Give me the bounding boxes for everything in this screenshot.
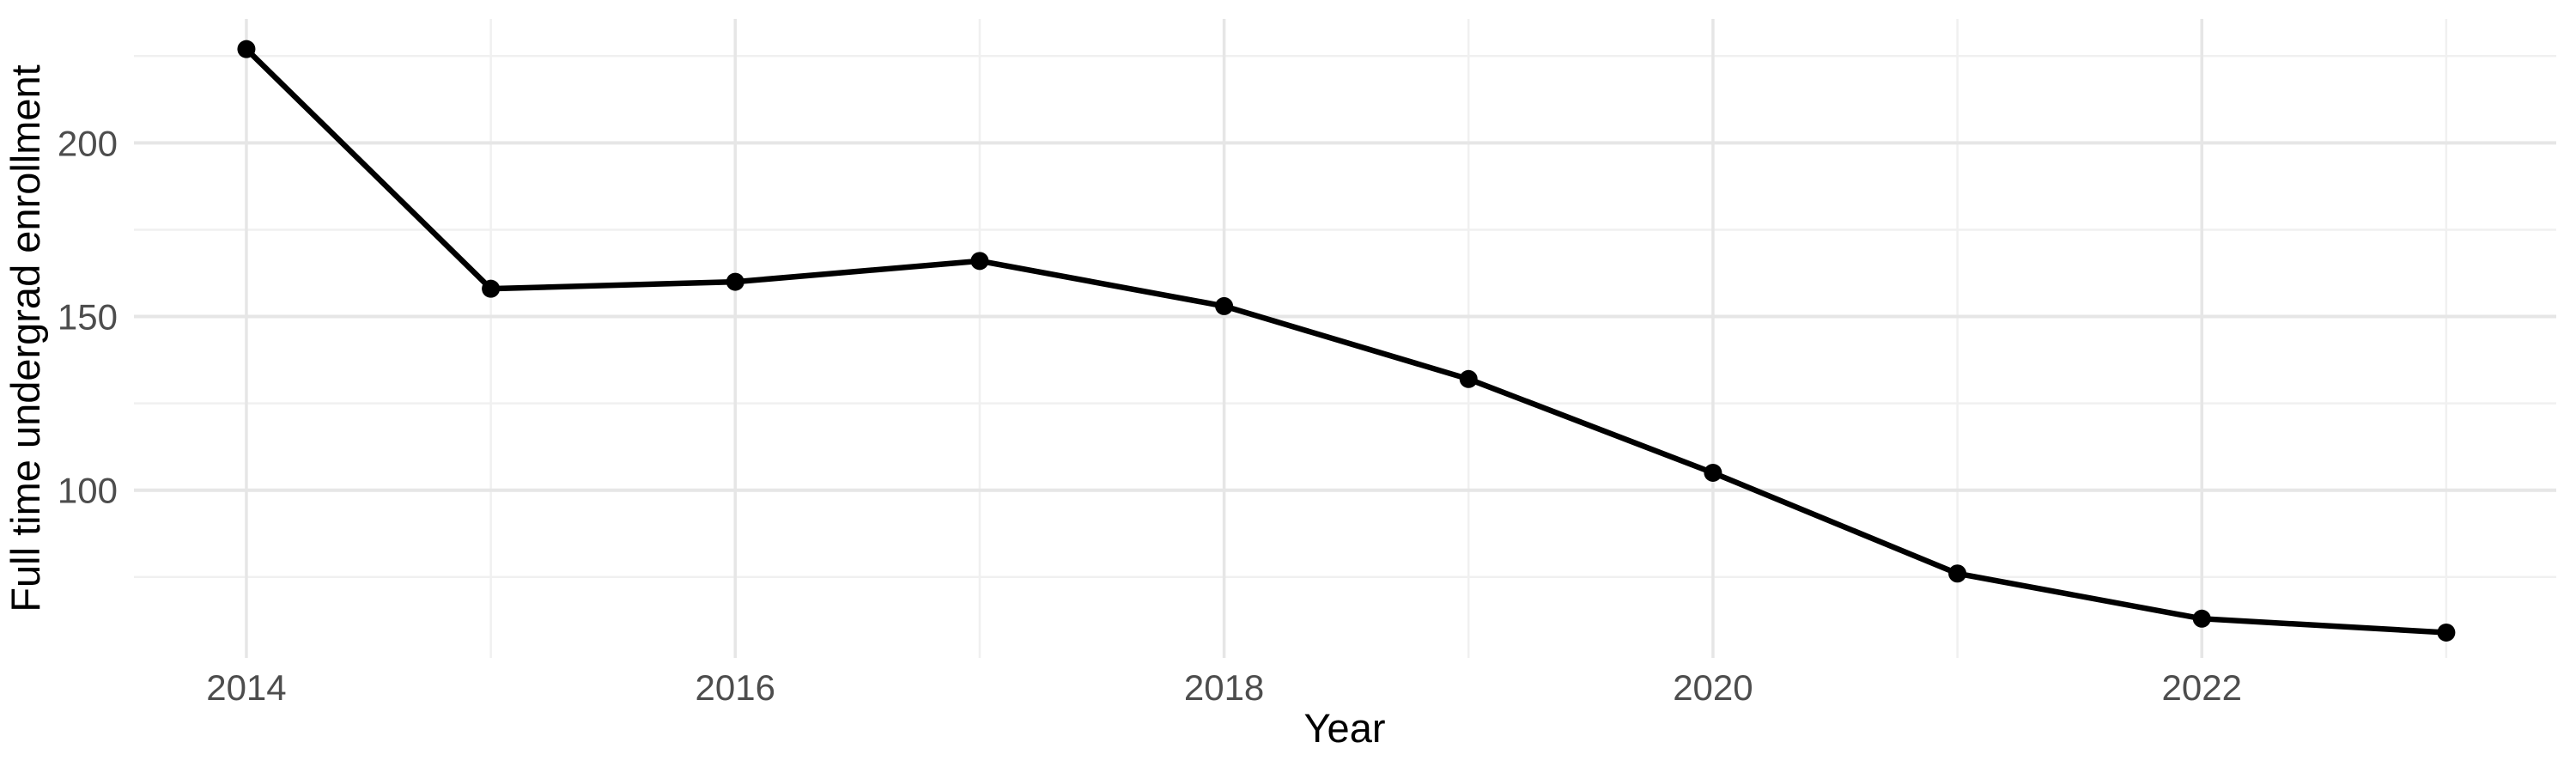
data-point bbox=[1704, 463, 1722, 482]
y-tick-label: 100 bbox=[58, 471, 118, 511]
data-point bbox=[970, 252, 989, 271]
x-axis-tick-labels: 2014 2016 2018 2020 2022 bbox=[206, 667, 2242, 708]
x-tick-label: 2020 bbox=[1673, 667, 1753, 708]
major-gridlines bbox=[134, 19, 2556, 658]
x-tick-label: 2018 bbox=[1184, 667, 1264, 708]
data-point bbox=[2437, 623, 2456, 642]
x-tick-label: 2016 bbox=[696, 667, 775, 708]
series-line bbox=[244, 46, 2447, 636]
data-point bbox=[237, 40, 256, 58]
data-point bbox=[1948, 564, 1967, 583]
y-axis-title: Full time undergrad enrollment bbox=[3, 64, 48, 612]
data-point bbox=[2192, 609, 2211, 628]
data-point bbox=[1459, 369, 1478, 388]
data-point bbox=[726, 272, 744, 291]
data-series bbox=[237, 40, 2456, 642]
data-point bbox=[482, 279, 501, 298]
y-tick-label: 200 bbox=[58, 123, 118, 163]
data-point bbox=[1215, 296, 1234, 315]
y-axis-tick-labels: 100 150 200 bbox=[58, 123, 118, 510]
x-axis-title: Year bbox=[1304, 705, 1386, 751]
x-tick-label: 2022 bbox=[2162, 667, 2242, 708]
x-tick-label: 2014 bbox=[206, 667, 286, 708]
minor-gridlines bbox=[134, 19, 2556, 658]
y-tick-label: 150 bbox=[58, 297, 118, 338]
